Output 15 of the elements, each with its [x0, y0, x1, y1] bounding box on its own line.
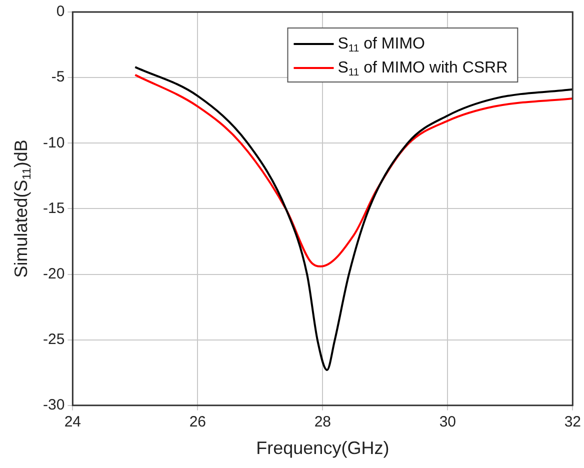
y-tick-label: -30: [42, 396, 65, 414]
y-axis-title: Simulated(S11)dB: [10, 140, 34, 278]
y-tick-label: -25: [42, 330, 65, 348]
line-series: [134, 74, 573, 268]
y-tick-label: 0: [56, 3, 65, 20]
y-tick-label: -20: [42, 265, 65, 282]
x-tick-label: 26: [189, 414, 206, 431]
y-tick-label: -15: [42, 200, 65, 217]
x-tick-label: 24: [64, 414, 82, 431]
x-tick-label: 30: [439, 414, 456, 431]
x-axis-title: Frequency(GHz): [256, 438, 390, 458]
y-tick-label: -10: [42, 134, 65, 152]
x-tick-label: 32: [564, 414, 581, 431]
x-tick-label: 28: [314, 414, 332, 431]
y-tick-label: -5: [51, 68, 65, 86]
